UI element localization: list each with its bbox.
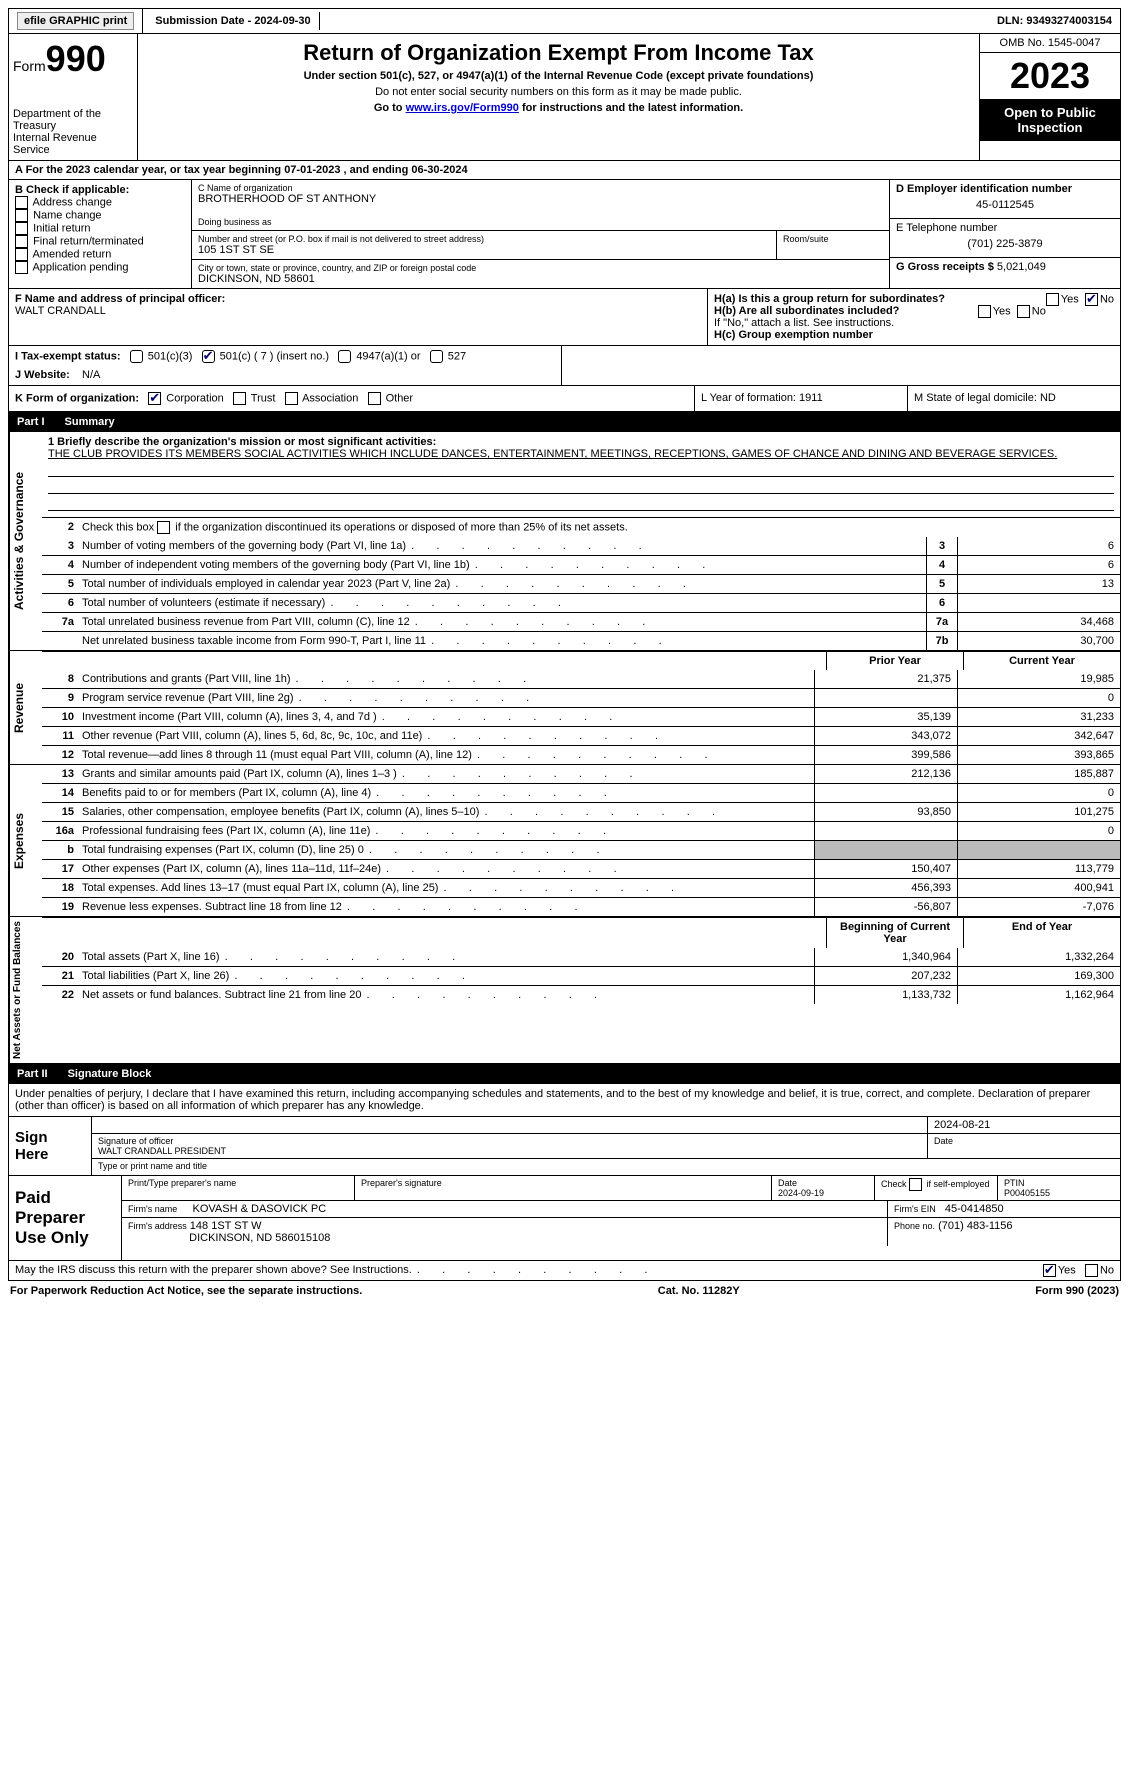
phone-label: E Telephone number: [896, 222, 997, 234]
year-formation: L Year of formation: 1911: [694, 386, 907, 411]
firm-city: DICKINSON, ND 586015108: [189, 1232, 330, 1244]
footer: For Paperwork Reduction Act Notice, see …: [8, 1281, 1121, 1301]
box-b: B Check if applicable: Address change Na…: [9, 180, 192, 288]
ha-label: H(a) Is this a group return for subordin…: [714, 293, 945, 305]
ptin: P00405155: [1004, 1188, 1050, 1198]
boy-hdr: Beginning of Current Year: [826, 918, 963, 948]
dln: DLN: 93493274003154: [989, 12, 1120, 30]
omb-number: OMB No. 1545-0047: [980, 34, 1120, 53]
form-title: Return of Organization Exempt From Incom…: [144, 40, 973, 66]
open-inspection: Open to Public Inspection: [980, 99, 1120, 141]
ssn-note: Do not enter social security numbers on …: [144, 86, 973, 98]
officer-label: F Name and address of principal officer:: [15, 293, 225, 305]
org-name: BROTHERHOOD OF ST ANTHONY: [198, 193, 883, 205]
goto-note: Go to www.irs.gov/Form990 for instructio…: [144, 102, 973, 114]
firm-addr: 148 1ST ST W: [190, 1220, 262, 1232]
form-header: Form990 Department of the Treasury Inter…: [8, 34, 1121, 161]
part2-header: Part IISignature Block: [8, 1064, 1121, 1084]
line-a-period: A For the 2023 calendar year, or tax yea…: [8, 161, 1121, 180]
form-number: Form990: [13, 38, 133, 80]
mission-text: THE CLUB PROVIDES ITS MEMBERS SOCIAL ACT…: [48, 448, 1057, 460]
firm-name: KOVASH & DASOVICK PC: [193, 1203, 327, 1215]
dba-label: Doing business as: [198, 217, 883, 227]
hb-note: If "No," attach a list. See instructions…: [714, 317, 1114, 329]
row-k-l-m: K Form of organization: Corporation Trus…: [8, 386, 1121, 412]
gross-receipts-value: 5,021,049: [997, 261, 1046, 273]
efile-button[interactable]: efile GRAPHIC print: [9, 9, 143, 33]
org-info-block: B Check if applicable: Address change Na…: [8, 180, 1121, 289]
website-value: N/A: [82, 369, 100, 381]
perjury-text: Under penalties of perjury, I declare th…: [8, 1084, 1121, 1117]
gross-receipts-label: G Gross receipts $: [896, 261, 994, 273]
discuss-row: May the IRS discuss this return with the…: [8, 1261, 1121, 1281]
sign-date: 2024-08-21: [928, 1117, 1120, 1133]
city-label: City or town, state or province, country…: [198, 263, 883, 273]
prior-year-hdr: Prior Year: [826, 652, 963, 670]
officer-sig-name: WALT CRANDALL PRESIDENT: [98, 1146, 226, 1156]
eoy-hdr: End of Year: [963, 918, 1120, 948]
subtitle: Under section 501(c), 527, or 4947(a)(1)…: [144, 70, 973, 82]
governance-section: Activities & Governance 1 Briefly descri…: [8, 432, 1121, 651]
addr-label: Number and street (or P.O. box if mail i…: [198, 234, 770, 244]
irs-link[interactable]: www.irs.gov/Form990: [406, 102, 519, 114]
mission-label: 1 Briefly describe the organization's mi…: [48, 436, 436, 448]
current-year-hdr: Current Year: [963, 652, 1120, 670]
expenses-section: Expenses 13Grants and similar amounts pa…: [8, 765, 1121, 917]
submission-date: Submission Date - 2024-09-30: [147, 12, 319, 30]
city-state-zip: DICKINSON, ND 58601: [198, 273, 883, 285]
line2-text: Check this box if the organization disco…: [78, 518, 1120, 537]
hb-label: H(b) Are all subordinates included?: [714, 305, 899, 317]
top-bar: efile GRAPHIC print Submission Date - 20…: [8, 8, 1121, 34]
room-label: Room/suite: [783, 234, 883, 244]
state-domicile: M State of legal domicile: ND: [907, 386, 1120, 411]
netassets-section: Net Assets or Fund Balances Beginning of…: [8, 917, 1121, 1064]
row-i-j: I Tax-exempt status: 501(c)(3) 501(c) ( …: [8, 346, 1121, 386]
firm-phone: (701) 483-1156: [938, 1220, 1012, 1232]
tax-year: 2023: [980, 53, 1120, 99]
ein-label: D Employer identification number: [896, 183, 1072, 195]
dept-treasury: Department of the Treasury: [13, 108, 133, 132]
hc-label: H(c) Group exemption number: [714, 329, 873, 341]
irs-label: Internal Revenue Service: [13, 132, 133, 156]
name-label: C Name of organization: [198, 183, 883, 193]
prep-date: 2024-09-19: [778, 1188, 824, 1198]
part1-header: Part ISummary: [8, 412, 1121, 432]
street-address: 105 1ST ST SE: [198, 244, 770, 256]
paid-preparer-block: Paid Preparer Use Only Print/Type prepar…: [8, 1176, 1121, 1261]
row-f-h: F Name and address of principal officer:…: [8, 289, 1121, 346]
firm-ein: 45-0414850: [945, 1203, 1004, 1215]
phone-value: (701) 225-3879: [896, 234, 1114, 254]
revenue-section: Revenue Prior Year Current Year 8Contrib…: [8, 651, 1121, 765]
sign-here-block: Sign Here 2024-08-21 Signature of office…: [8, 1117, 1121, 1176]
ein-value: 45-0112545: [896, 195, 1114, 215]
officer-name: WALT CRANDALL: [15, 305, 106, 317]
